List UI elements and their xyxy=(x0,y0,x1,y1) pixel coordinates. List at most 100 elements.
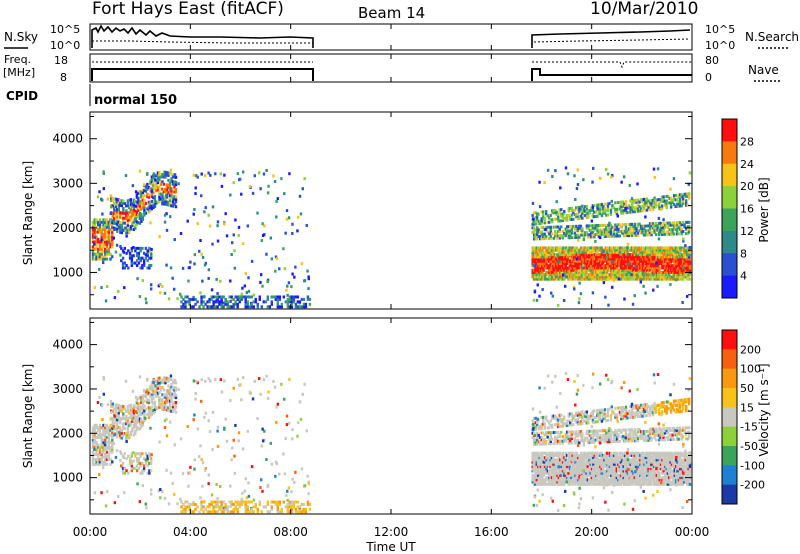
velocity-cell xyxy=(563,462,566,466)
power-cell xyxy=(535,277,539,281)
velocity-cell xyxy=(111,419,114,423)
velocity-cell xyxy=(202,505,205,509)
power-cell xyxy=(679,268,682,272)
velocity-cell xyxy=(561,465,565,469)
velocity-cell xyxy=(210,500,213,504)
power-cell xyxy=(680,277,683,281)
power-cell xyxy=(260,305,263,309)
power-cell xyxy=(559,266,562,270)
range-tick-label: 2000 xyxy=(52,221,83,235)
power-cell xyxy=(579,250,583,254)
power-cell xyxy=(599,230,602,234)
power-cell xyxy=(114,222,117,226)
power-cell xyxy=(623,234,627,238)
power-cell xyxy=(555,217,558,221)
power-cell xyxy=(611,264,614,268)
power-cell xyxy=(611,206,614,210)
velocity-cell xyxy=(290,500,294,504)
power-cell xyxy=(556,303,560,307)
power-cell xyxy=(196,300,199,304)
power-cell xyxy=(285,209,289,213)
velocity-cell xyxy=(586,482,590,486)
power-cell xyxy=(147,200,151,204)
power-cell xyxy=(648,264,652,268)
power-cell xyxy=(662,270,665,274)
velocity-cell xyxy=(574,456,577,460)
velocity-cell xyxy=(266,485,269,489)
power-cell xyxy=(654,221,658,225)
power-cell xyxy=(617,268,620,272)
velocity-cell xyxy=(128,457,132,461)
power-cell xyxy=(550,248,554,252)
power-cell xyxy=(600,273,603,277)
colorbar-segment xyxy=(722,253,737,277)
power-cell xyxy=(535,257,539,261)
power-cell xyxy=(597,224,601,228)
power-cell xyxy=(593,203,596,207)
power-cell xyxy=(128,218,131,222)
power-cell xyxy=(657,237,661,241)
power-cell xyxy=(685,253,689,257)
power-cell xyxy=(98,218,102,222)
velocity-cell xyxy=(302,507,306,511)
power-cell xyxy=(116,222,119,226)
velocity-cell xyxy=(228,500,231,504)
power-cell xyxy=(564,229,567,233)
power-cell xyxy=(557,219,560,223)
power-cell xyxy=(569,233,572,237)
power-cell xyxy=(618,248,621,252)
velocity-cell xyxy=(541,453,544,457)
power-cell xyxy=(548,275,551,279)
velocity-cell xyxy=(572,471,576,475)
power-cell xyxy=(129,227,133,231)
power-cell xyxy=(290,297,294,301)
power-cell xyxy=(540,221,543,225)
power-cell xyxy=(651,248,654,252)
velocity-cell xyxy=(161,393,164,397)
power-cell xyxy=(598,176,602,180)
velocity-cell xyxy=(174,405,178,409)
power-cell xyxy=(572,262,576,266)
power-cell xyxy=(600,250,603,254)
power-cell xyxy=(611,255,614,259)
velocity-cell xyxy=(168,406,172,410)
power-cell xyxy=(632,201,635,205)
velocity-cell xyxy=(120,464,123,468)
power-cell xyxy=(258,297,261,301)
power-cell xyxy=(680,268,683,272)
velocity-cell xyxy=(553,476,556,480)
power-cell xyxy=(599,266,602,270)
velocity-cell xyxy=(107,438,110,442)
power-cell xyxy=(97,252,100,256)
power-cell xyxy=(560,234,563,238)
power-cell xyxy=(564,234,567,238)
power-cell xyxy=(135,222,139,226)
power-cell xyxy=(645,197,649,201)
power-cell xyxy=(167,173,170,177)
power-cell xyxy=(554,268,558,272)
velocity-cell xyxy=(545,453,548,457)
velocity-cell xyxy=(560,462,563,466)
velocity-cell xyxy=(100,457,103,461)
velocity-cell xyxy=(193,458,197,462)
power-cell xyxy=(244,297,247,301)
power-cell xyxy=(574,248,577,252)
power-cell xyxy=(300,297,304,301)
velocity-cell xyxy=(112,425,115,429)
power-cell xyxy=(632,270,635,274)
power-cell xyxy=(194,297,197,301)
power-cell xyxy=(565,270,569,274)
power-cell xyxy=(552,268,555,272)
power-cell xyxy=(542,266,545,270)
velocity-cell xyxy=(232,507,235,511)
velocity-cell xyxy=(100,440,103,444)
power-cell xyxy=(557,275,561,279)
power-cell xyxy=(588,266,591,270)
power-cell xyxy=(567,268,570,272)
power-cell xyxy=(626,242,630,246)
power-cell xyxy=(619,266,623,270)
power-cell xyxy=(538,248,541,252)
power-cell xyxy=(162,182,166,186)
power-cell xyxy=(97,223,100,227)
velocity-cell xyxy=(565,473,569,477)
